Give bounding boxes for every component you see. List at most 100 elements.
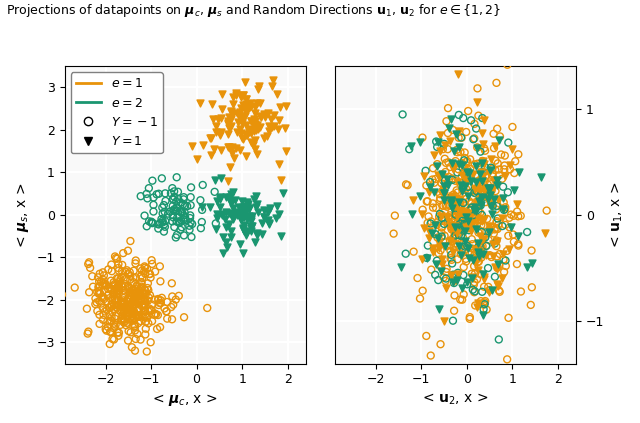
Point [470,218,480,225]
Point [235,126,245,132]
Point [457,185,467,192]
Point [458,224,468,231]
Point [422,220,433,226]
Point [257,220,267,227]
Point [458,235,468,242]
Point [111,297,122,304]
Point [499,199,509,206]
Point [156,299,166,306]
Point [93,284,104,291]
Point [513,242,524,249]
Point [140,290,150,297]
Point [476,298,486,305]
Point [444,159,454,165]
Point [137,302,147,308]
Point [137,313,147,319]
Point [142,265,152,272]
Point [458,240,468,247]
Point [472,244,483,251]
Point [111,302,122,308]
Point [246,217,256,224]
Point [147,177,157,184]
Point [493,215,503,222]
Point [140,270,150,277]
Point [246,216,256,222]
Point [486,201,497,208]
Point [84,289,94,296]
Point [461,213,471,220]
Point [241,203,252,209]
Point [128,299,138,305]
Point [244,127,255,134]
Point [223,144,233,151]
Point [179,314,189,321]
Point [228,110,238,117]
Point [479,163,490,170]
Point [135,295,145,302]
Point [497,214,507,221]
Point [211,220,221,227]
Point [483,198,493,204]
Point [461,159,472,165]
Point [106,286,116,293]
Point [129,323,140,330]
Point [472,249,483,256]
Point [143,320,154,327]
Point [168,207,179,214]
Point [223,117,233,124]
Point [432,257,442,264]
Point [472,173,482,180]
Point [457,213,467,220]
Point [479,299,490,306]
Point [138,290,148,297]
Point [104,341,115,347]
Point [451,130,461,137]
Point [221,209,232,215]
Point [472,160,483,167]
Point [465,316,475,322]
Point [241,152,251,159]
Point [246,126,257,133]
Point [237,198,247,205]
Point [447,260,457,267]
Point [250,146,260,152]
Point [109,287,120,294]
Point [236,129,246,136]
Point [485,194,495,201]
Point [239,221,249,228]
Point [514,168,524,175]
Point [125,303,135,310]
Point [479,274,489,280]
Point [477,218,487,225]
Point [127,316,138,322]
Point [451,232,461,239]
Point [120,283,131,290]
Point [145,271,155,277]
Point [498,251,508,258]
Point [477,194,487,201]
Point [422,255,432,261]
Point [212,215,223,222]
Point [445,138,455,145]
Point [140,297,150,304]
Point [147,220,157,226]
Point [504,224,515,231]
Point [245,104,255,110]
Point [477,288,487,295]
Point [443,219,453,225]
Point [492,218,502,225]
Point [83,261,93,267]
Point [454,199,465,206]
Point [504,246,514,253]
Point [171,234,181,241]
Point [234,212,244,218]
Point [132,283,142,290]
Point [128,317,138,324]
Point [108,290,118,297]
Point [438,197,449,203]
Point [456,228,467,234]
Point [495,288,505,295]
Point [438,318,449,324]
Point [255,99,266,106]
Point [225,124,236,130]
